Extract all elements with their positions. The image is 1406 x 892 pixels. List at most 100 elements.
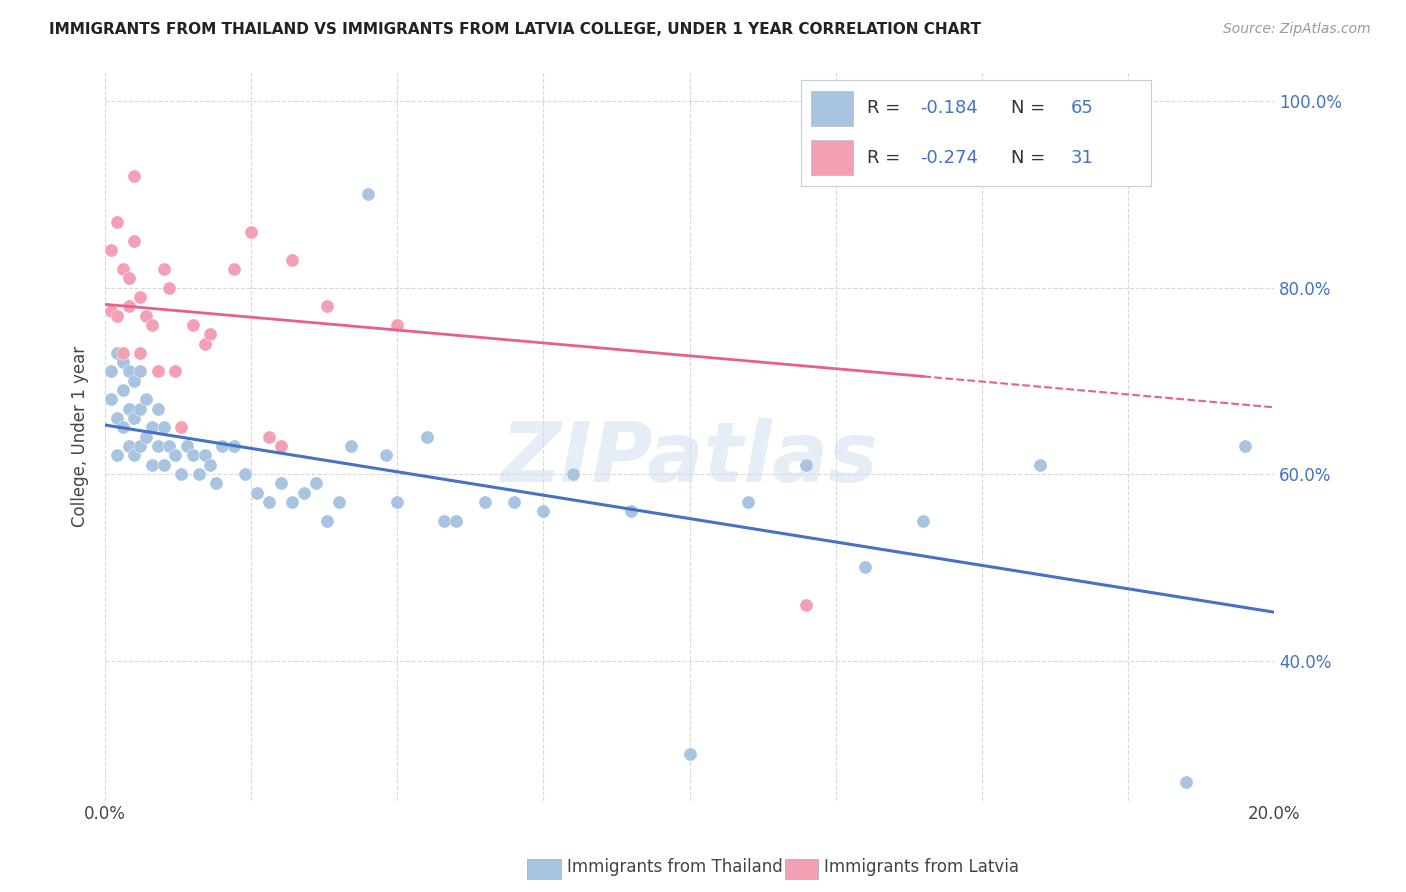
Point: [387, 495, 409, 509]
Point: [129, 439, 152, 453]
Point: [533, 504, 555, 518]
Point: [474, 495, 496, 509]
Point: [159, 280, 181, 294]
Point: [912, 514, 935, 528]
Point: [316, 514, 339, 528]
Point: [257, 495, 280, 509]
Point: [222, 439, 245, 453]
Point: [124, 411, 146, 425]
Point: [912, 140, 935, 154]
Point: [170, 420, 193, 434]
Point: [105, 215, 128, 229]
Text: ZIPatlas: ZIPatlas: [501, 418, 879, 500]
Point: [678, 747, 700, 761]
Point: [281, 495, 304, 509]
Point: [181, 449, 204, 463]
Point: [141, 458, 163, 472]
Y-axis label: College, Under 1 year: College, Under 1 year: [72, 346, 89, 527]
Point: [339, 439, 361, 453]
Point: [100, 392, 122, 407]
Point: [796, 598, 818, 612]
Point: [129, 401, 152, 416]
Point: [146, 439, 169, 453]
Point: [100, 303, 122, 318]
Point: [117, 364, 139, 378]
Point: [117, 401, 139, 416]
Point: [1029, 458, 1052, 472]
Point: [111, 420, 134, 434]
Point: [152, 261, 174, 276]
Point: [853, 560, 876, 574]
Point: [176, 439, 198, 453]
Point: [105, 346, 128, 360]
Point: [111, 261, 134, 276]
Point: [444, 514, 467, 528]
Point: [187, 467, 209, 482]
Point: [222, 261, 245, 276]
Point: [141, 420, 163, 434]
Text: Immigrants from Thailand: Immigrants from Thailand: [567, 858, 782, 876]
Point: [165, 364, 187, 378]
Point: [170, 467, 193, 482]
Text: Immigrants from Latvia: Immigrants from Latvia: [824, 858, 1019, 876]
Point: [129, 364, 152, 378]
Point: [105, 309, 128, 323]
Point: [124, 234, 146, 248]
Point: [503, 495, 526, 509]
Text: IMMIGRANTS FROM THAILAND VS IMMIGRANTS FROM LATVIA COLLEGE, UNDER 1 YEAR CORRELA: IMMIGRANTS FROM THAILAND VS IMMIGRANTS F…: [49, 22, 981, 37]
Point: [235, 467, 257, 482]
Point: [124, 449, 146, 463]
Point: [165, 449, 187, 463]
Point: [737, 495, 759, 509]
Point: [193, 449, 215, 463]
Point: [152, 420, 174, 434]
Point: [415, 430, 437, 444]
Point: [281, 252, 304, 267]
Point: [124, 374, 146, 388]
Point: [200, 458, 222, 472]
Point: [117, 271, 139, 285]
Point: [246, 485, 269, 500]
Point: [100, 364, 122, 378]
Point: [1233, 439, 1256, 453]
Point: [205, 476, 228, 491]
Point: [200, 327, 222, 342]
Point: [117, 439, 139, 453]
Point: [135, 309, 157, 323]
Point: [135, 430, 157, 444]
Point: [240, 225, 263, 239]
Point: [316, 299, 339, 313]
Point: [193, 336, 215, 351]
Point: [105, 411, 128, 425]
Point: [328, 495, 350, 509]
Point: [270, 476, 292, 491]
Point: [270, 439, 292, 453]
Point: [211, 439, 233, 453]
Point: [141, 318, 163, 332]
Point: [620, 504, 643, 518]
Point: [111, 346, 134, 360]
Point: [159, 439, 181, 453]
Point: [1175, 775, 1198, 789]
Point: [111, 355, 134, 369]
Text: Source: ZipAtlas.com: Source: ZipAtlas.com: [1223, 22, 1371, 37]
Point: [129, 346, 152, 360]
Point: [117, 299, 139, 313]
Point: [433, 514, 456, 528]
Point: [146, 401, 169, 416]
Point: [111, 383, 134, 397]
Point: [181, 318, 204, 332]
Point: [146, 364, 169, 378]
Point: [561, 467, 583, 482]
Point: [796, 458, 818, 472]
Point: [105, 449, 128, 463]
Point: [292, 485, 315, 500]
Point: [387, 318, 409, 332]
Point: [357, 187, 380, 202]
Point: [304, 476, 326, 491]
Point: [129, 290, 152, 304]
Point: [135, 392, 157, 407]
Point: [100, 244, 122, 258]
Point: [374, 449, 396, 463]
Point: [257, 430, 280, 444]
